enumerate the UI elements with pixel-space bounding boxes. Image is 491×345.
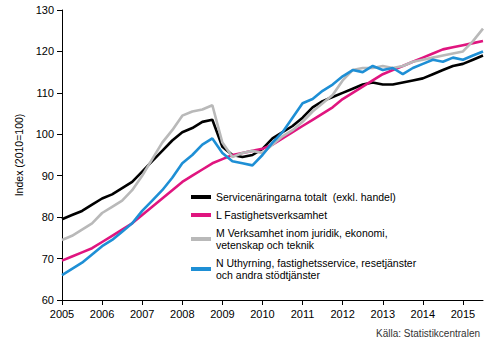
svg-text:90: 90 bbox=[42, 170, 54, 182]
svg-text:L Fastighetsverksamhet: L Fastighetsverksamhet bbox=[216, 209, 327, 221]
svg-text:2012: 2012 bbox=[330, 308, 354, 320]
svg-text:vetenskap och teknik: vetenskap och teknik bbox=[216, 239, 315, 251]
svg-text:2015: 2015 bbox=[451, 308, 475, 320]
svg-text:110: 110 bbox=[36, 87, 54, 99]
svg-text:2009: 2009 bbox=[210, 308, 234, 320]
svg-text:80: 80 bbox=[42, 211, 54, 223]
svg-text:130: 130 bbox=[36, 4, 54, 16]
svg-text:100: 100 bbox=[36, 128, 54, 140]
svg-text:2011: 2011 bbox=[291, 308, 315, 320]
svg-text:Servicenäringarna totalt (exk: Servicenäringarna totalt (exkl. handel) bbox=[216, 191, 396, 203]
svg-text:2005: 2005 bbox=[50, 308, 74, 320]
svg-text:2013: 2013 bbox=[371, 308, 395, 320]
svg-text:2007: 2007 bbox=[130, 308, 154, 320]
svg-text:och andra stödtjänster: och andra stödtjänster bbox=[216, 269, 320, 281]
svg-text:M Verksamhet inom juridik, eko: M Verksamhet inom juridik, ekonomi, bbox=[216, 227, 388, 239]
svg-text:Källa: Statistikcentralen: Källa: Statistikcentralen bbox=[376, 328, 480, 339]
svg-text:N Uthyrning, fastighetsservice: N Uthyrning, fastighetsservice, resetjän… bbox=[216, 257, 417, 269]
svg-text:2010: 2010 bbox=[250, 308, 274, 320]
svg-text:2006: 2006 bbox=[90, 308, 114, 320]
svg-text:70: 70 bbox=[42, 253, 54, 265]
svg-text:2008: 2008 bbox=[170, 308, 194, 320]
svg-text:120: 120 bbox=[36, 45, 54, 57]
svg-text:Index (2010=100): Index (2010=100) bbox=[13, 114, 25, 197]
svg-text:2014: 2014 bbox=[411, 308, 435, 320]
svg-text:60: 60 bbox=[42, 294, 54, 306]
